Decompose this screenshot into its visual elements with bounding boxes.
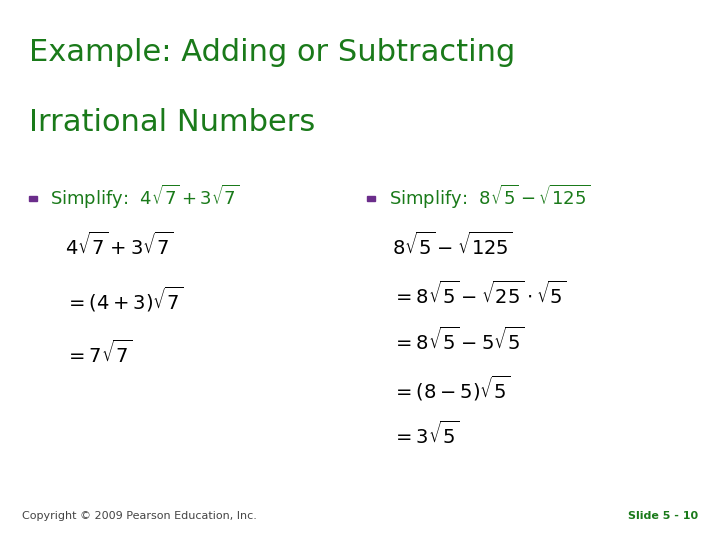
Text: $=3\sqrt{5}$: $=3\sqrt{5}$ <box>392 421 459 448</box>
Text: $=7\sqrt{7}$: $=7\sqrt{7}$ <box>65 340 132 367</box>
FancyBboxPatch shape <box>367 195 375 201</box>
Text: Example: Adding or Subtracting: Example: Adding or Subtracting <box>29 38 515 67</box>
Text: $4\sqrt{7}+3\sqrt{7}$: $4\sqrt{7}+3\sqrt{7}$ <box>65 232 173 259</box>
Text: $8\sqrt{5}-\sqrt{125}$: $8\sqrt{5}-\sqrt{125}$ <box>392 232 513 259</box>
Text: Simplify:  $8\sqrt{5}-\sqrt{125}$: Simplify: $8\sqrt{5}-\sqrt{125}$ <box>389 183 590 211</box>
Text: $=8\sqrt{5}-\sqrt{25}\cdot\sqrt{5}$: $=8\sqrt{5}-\sqrt{25}\cdot\sqrt{5}$ <box>392 281 567 308</box>
FancyBboxPatch shape <box>29 195 37 201</box>
Text: $=8\sqrt{5}-5\sqrt{5}$: $=8\sqrt{5}-5\sqrt{5}$ <box>392 327 525 354</box>
Text: Copyright © 2009 Pearson Education, Inc.: Copyright © 2009 Pearson Education, Inc. <box>22 511 256 521</box>
Text: $=(8-5)\sqrt{5}$: $=(8-5)\sqrt{5}$ <box>392 374 511 403</box>
Text: Simplify:  $4\sqrt{7}+3\sqrt{7}$: Simplify: $4\sqrt{7}+3\sqrt{7}$ <box>50 183 240 211</box>
Text: Irrational Numbers: Irrational Numbers <box>29 108 315 137</box>
Text: Slide 5 - 10: Slide 5 - 10 <box>629 511 698 521</box>
Text: $=(4+3)\sqrt{7}$: $=(4+3)\sqrt{7}$ <box>65 285 184 314</box>
